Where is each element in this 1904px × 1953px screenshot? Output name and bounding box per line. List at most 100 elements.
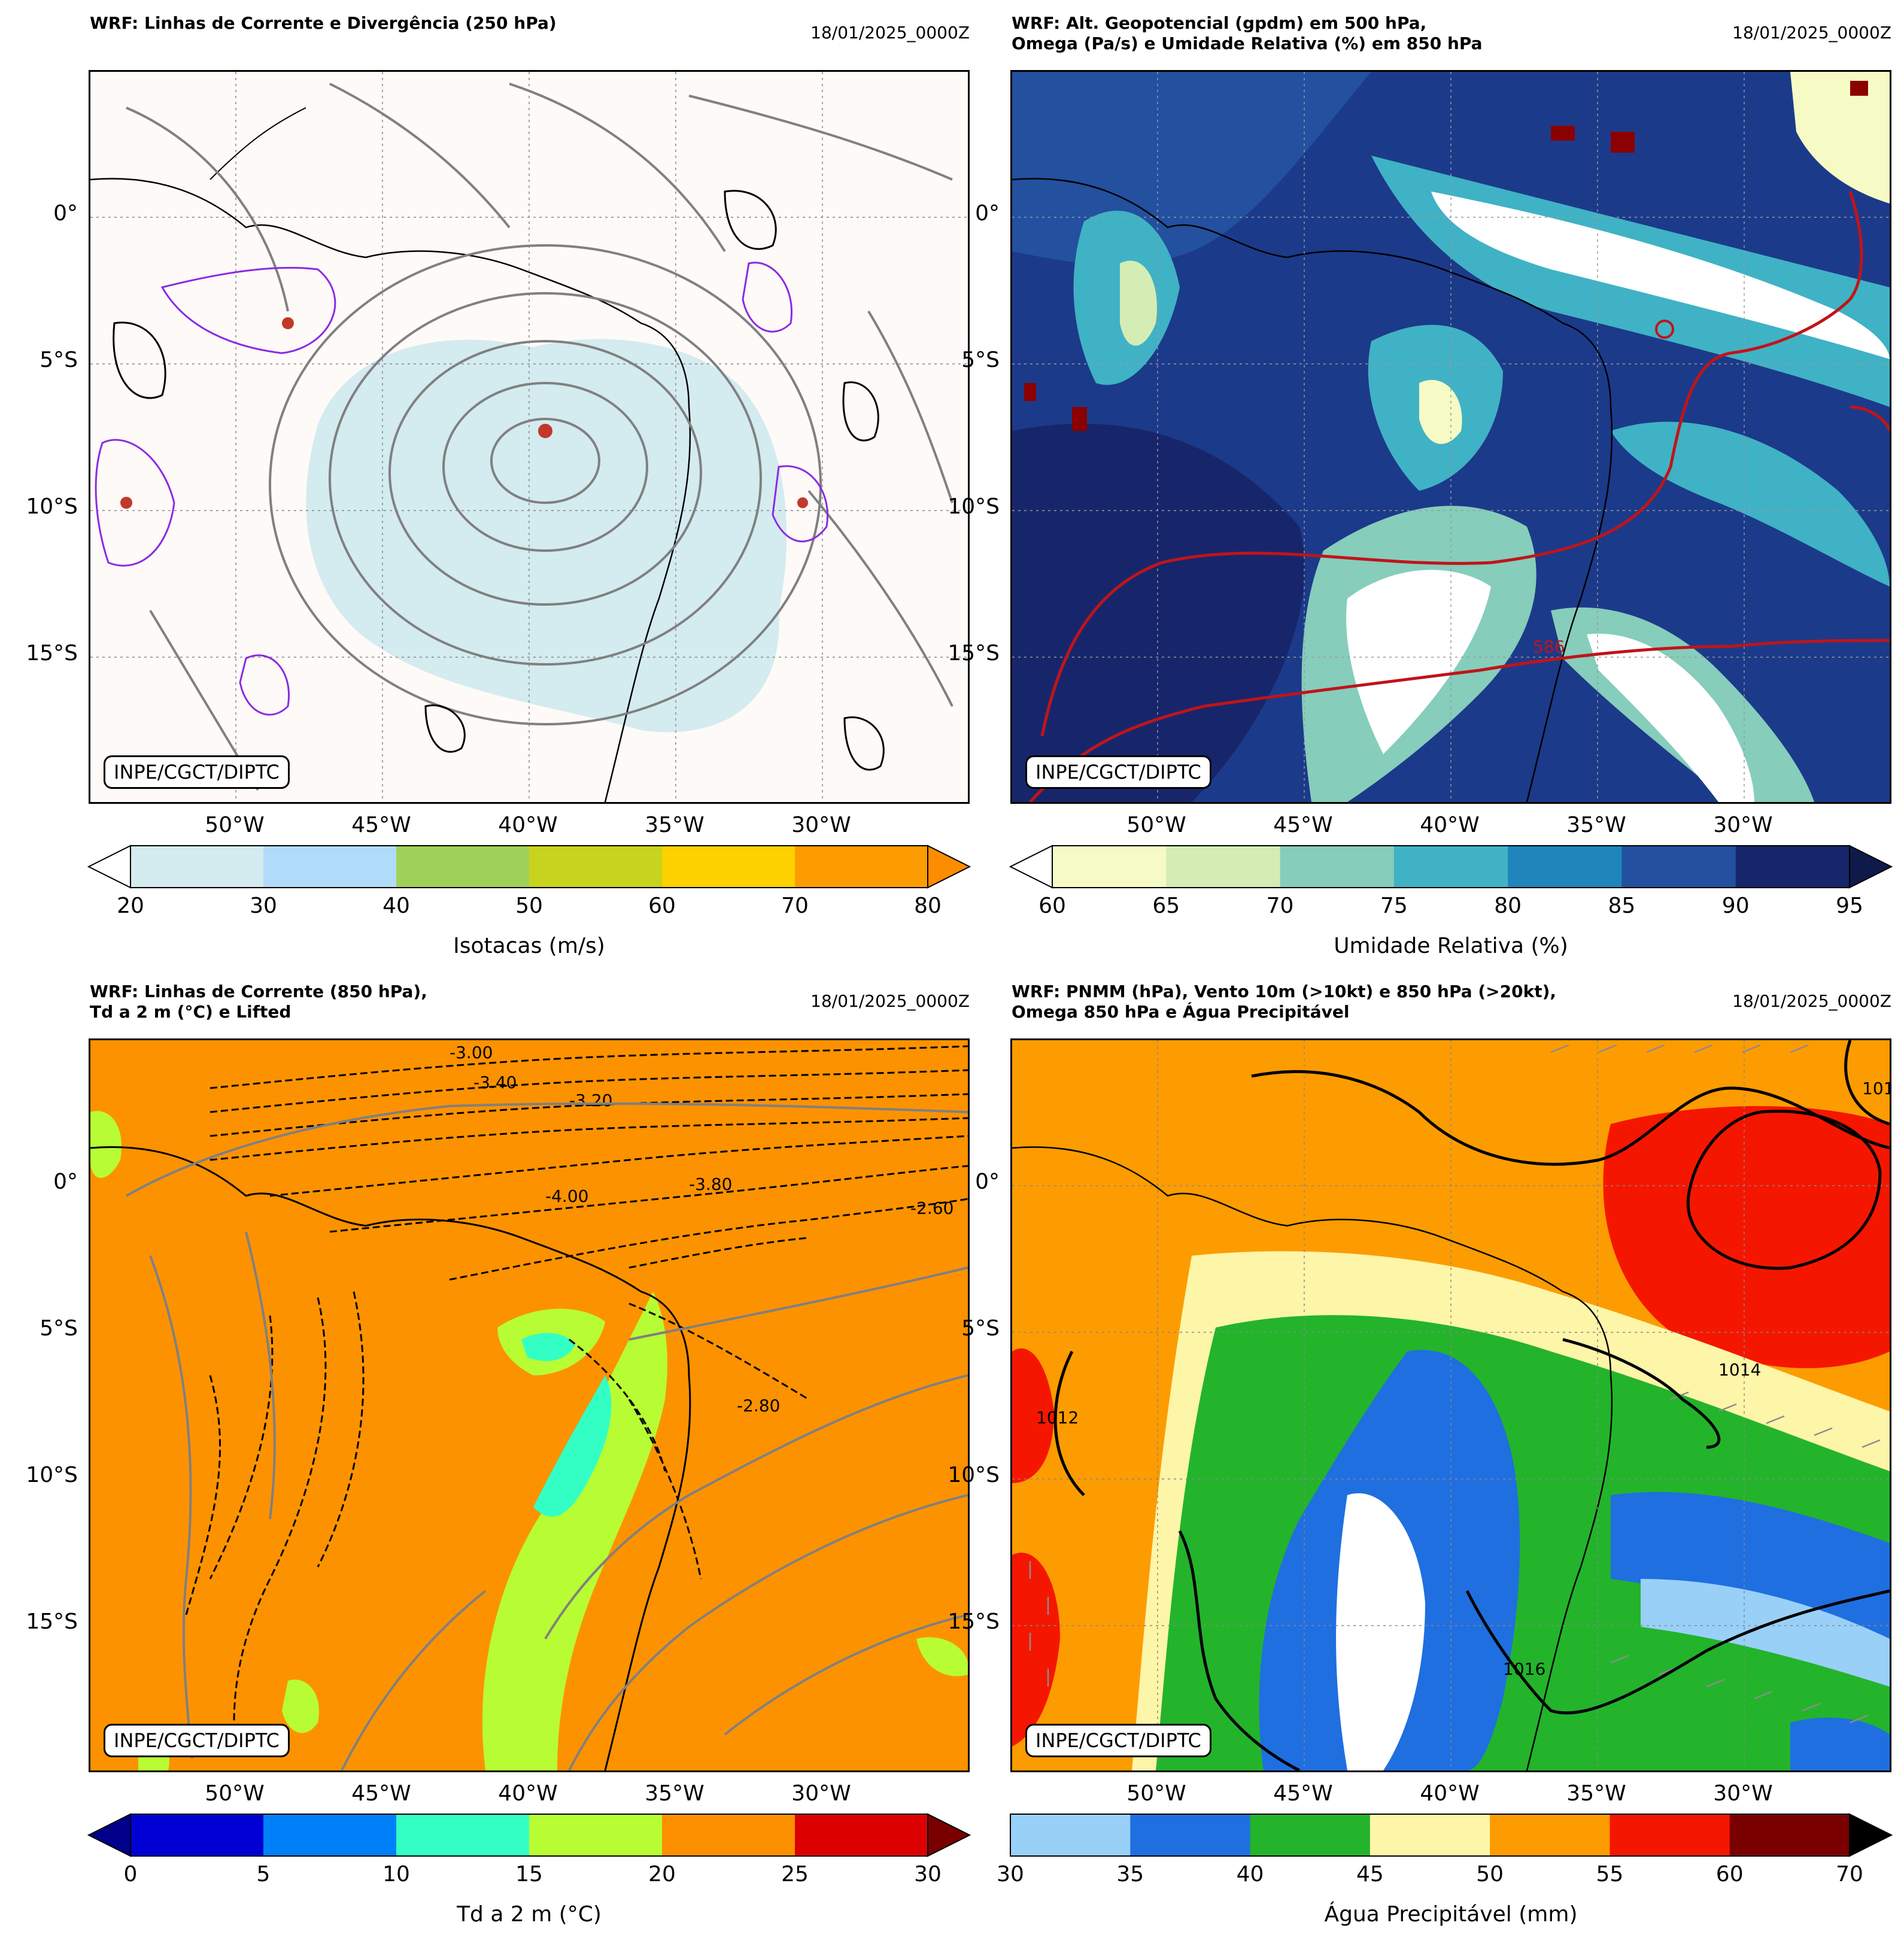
gridlines (1012, 1040, 1890, 1770)
lat-label: 15°S (26, 641, 78, 666)
colorbar-under-triangle (1009, 845, 1053, 889)
colorbar-tick-label: 25 (781, 1862, 809, 1887)
colorbar-tick-label: 85 (1608, 894, 1636, 918)
coastline (90, 1146, 691, 1770)
colorbar-over-triangle (927, 1813, 971, 1857)
colorbar-over-triangle (1849, 1813, 1893, 1857)
colorbar-tick-label: 90 (1721, 894, 1750, 918)
colorbar-segment (130, 1814, 264, 1856)
lat-label: 5°S (40, 1316, 78, 1341)
colorbar-tick-label: 45 (1356, 1862, 1384, 1887)
lat-label: 0° (975, 1170, 1000, 1194)
colorbar-segment (1130, 1814, 1251, 1856)
lon-label: 45°W (1273, 813, 1333, 837)
streamlines (126, 83, 953, 791)
colorbar-tick-label: 5 (256, 1862, 271, 1887)
colorbar-segment (529, 1814, 663, 1856)
colorbar-border (1010, 1814, 1850, 1857)
svg-text:1012: 1012 (1036, 1408, 1079, 1427)
colorbar-segment (1166, 846, 1281, 888)
gridlines (1012, 72, 1890, 802)
lon-label: 35°W (645, 813, 704, 837)
lon-label: 30°W (1713, 813, 1773, 837)
isobars (1053, 1040, 1890, 1770)
coastline-north (209, 107, 306, 180)
colorbar-label: Água Precipitável (mm) (1324, 1902, 1578, 1927)
panel-title: WRF: Alt. Geopotencial (gpdm) em 500 hPa… (1012, 13, 1483, 53)
lon-label: 30°W (791, 813, 851, 837)
colorbar (1010, 1813, 1893, 1857)
colorbar-label: Td a 2 m (°C) (457, 1902, 602, 1927)
lon-label: 50°W (205, 1781, 265, 1806)
colorbar-tick-label: 40 (1236, 1862, 1264, 1887)
colorbar-tick-label: 70 (781, 894, 809, 918)
credit-label: INPE/CGCT/DIPTC (104, 1724, 290, 1757)
colorbar-segment (1610, 1814, 1730, 1856)
colorbar-segment (1621, 846, 1736, 888)
isobar-labels: 1014 1014 1012 1016 (1036, 1079, 1890, 1679)
lat-label: 5°S (961, 348, 1000, 372)
colorbar-under-triangle (87, 1813, 131, 1857)
colorbar-tick-label: 60 (1715, 1862, 1744, 1887)
colorbar-segment (1010, 1814, 1131, 1856)
colorbar-tick-label: 95 (1836, 894, 1863, 918)
lon-label: 35°W (1566, 1781, 1626, 1806)
svg-text:-4.00: -4.00 (545, 1186, 588, 1206)
colorbar-segment (662, 846, 795, 888)
map-canvas[interactable]: INPE/CGCT/DIPTC (89, 70, 970, 804)
streamlines (126, 1102, 968, 1770)
lat-label: 0° (53, 201, 78, 226)
map-canvas[interactable]: 1014 1014 1012 1016 INPE/CGCT/DIPTC (1010, 1038, 1891, 1772)
convergence-contours (113, 190, 885, 771)
lat-label: 0° (53, 1170, 78, 1194)
credit-label: INPE/CGCT/DIPTC (104, 755, 290, 789)
lat-label: 10°S (948, 494, 1000, 519)
svg-text:-3.40: -3.40 (473, 1073, 517, 1092)
lon-label: 30°W (791, 1781, 851, 1806)
lat-label: 10°S (948, 1463, 1000, 1487)
colorbar-tick-label: 10 (382, 1862, 410, 1887)
map-svg: 586 (1012, 72, 1890, 802)
coastline (1012, 178, 1613, 802)
panel-date: 18/01/2025_0000Z (1732, 991, 1891, 1011)
colorbar-segment (1052, 846, 1167, 888)
lon-label: 40°W (1420, 813, 1480, 837)
lat-label: 10°S (26, 494, 78, 519)
colorbar-segment (1490, 1814, 1610, 1856)
panel-date: 18/01/2025_0000Z (810, 23, 970, 42)
panel-title: WRF: PNMM (hPa), Vento 10m (>10kt) e 850… (1012, 982, 1557, 1022)
colorbar-over-triangle (1849, 845, 1893, 889)
geopotential-closed-contour (1655, 320, 1674, 339)
colorbar-tick-label: 60 (1038, 894, 1066, 918)
colorbar-label: Isotacas (m/s) (453, 934, 605, 958)
lat-label: 15°S (948, 1609, 1000, 1634)
colorbar-segment (1280, 846, 1395, 888)
lat-label: 15°S (26, 1609, 78, 1634)
colorbar-tick-label: 75 (1380, 894, 1408, 918)
map-canvas[interactable]: -3.00 -3.20 -4.00 -2.80 -2.60 -3.80 -3.4… (89, 1038, 970, 1772)
colorbar (1009, 845, 1893, 889)
colorbar-segment (1369, 1814, 1490, 1856)
credit-label: INPE/CGCT/DIPTC (1025, 755, 1211, 789)
map-svg: 1014 1014 1012 1016 (1012, 1040, 1890, 1770)
colorbar-under-triangle (87, 845, 131, 889)
colorbar-tick-label: 70 (1266, 894, 1294, 918)
colorbar-segment (662, 1814, 795, 1856)
colorbar-tick-label: 30 (997, 1862, 1024, 1887)
colorbar-tick-label: 50 (1476, 1862, 1504, 1887)
lon-label: 45°W (351, 1781, 411, 1806)
svg-text:1014: 1014 (1862, 1079, 1890, 1098)
panel-title: WRF: Linhas de Corrente e Divergência (2… (90, 13, 557, 33)
lifted-index-labels: -3.00 -3.20 -4.00 -2.80 -2.60 -3.80 -3.4… (450, 1043, 953, 1416)
colorbar-over-triangle (927, 845, 971, 889)
map-canvas[interactable]: 586 INPE/CGCT/DIPTC (1010, 70, 1891, 804)
lon-label: 40°W (498, 813, 558, 837)
colorbar-segment (1735, 846, 1850, 888)
divergence-maxima (120, 317, 808, 509)
colorbar-tick-label: 30 (914, 1862, 942, 1887)
divergence-contours (95, 262, 828, 716)
lat-label: 5°S (40, 348, 78, 372)
map-svg (90, 72, 968, 802)
panel-date: 18/01/2025_0000Z (1732, 23, 1891, 42)
colorbar-segment (1508, 846, 1622, 888)
